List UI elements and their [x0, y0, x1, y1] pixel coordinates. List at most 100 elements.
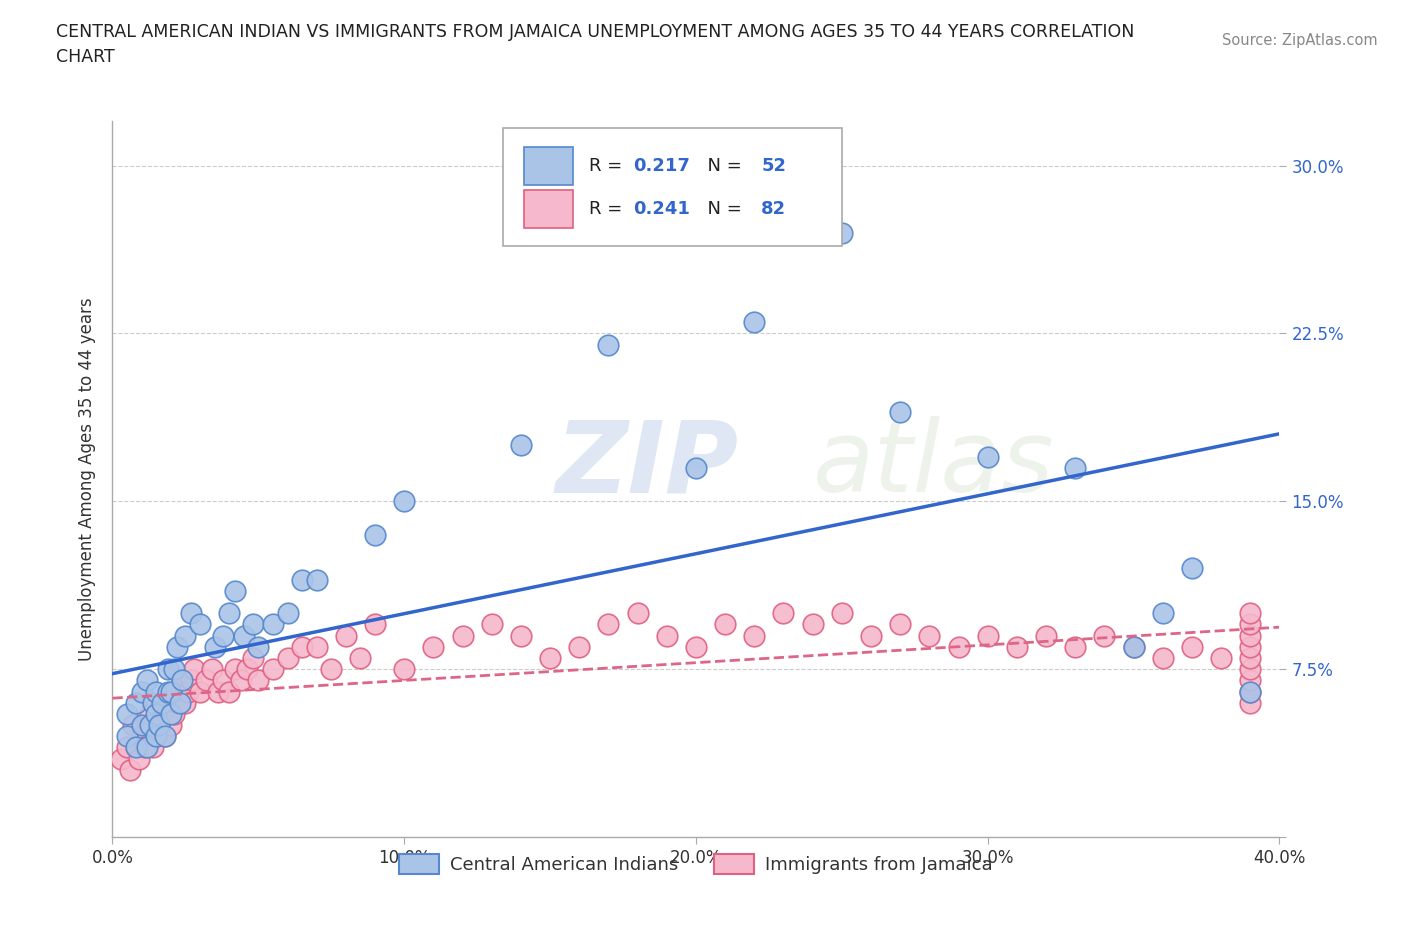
Point — [247, 639, 270, 654]
Point — [1239, 617, 1261, 631]
Point — [163, 662, 186, 677]
Point — [172, 673, 194, 688]
Point — [232, 628, 254, 643]
Point — [509, 438, 531, 453]
Point — [364, 527, 387, 542]
Point — [1239, 662, 1261, 677]
Point — [180, 673, 202, 688]
Point — [481, 617, 503, 631]
Point — [118, 763, 141, 777]
Point — [136, 673, 159, 688]
Point — [276, 605, 298, 620]
Text: N =: N = — [696, 200, 748, 218]
Point — [305, 639, 328, 654]
Text: 0.241: 0.241 — [633, 200, 690, 218]
Point — [142, 740, 165, 755]
Point — [568, 639, 591, 654]
Point — [183, 662, 205, 677]
Point — [177, 684, 200, 699]
Point — [948, 639, 970, 654]
Point — [134, 740, 156, 755]
Point — [598, 617, 620, 631]
Point — [1035, 628, 1057, 643]
Point — [166, 696, 188, 711]
Point — [1122, 639, 1144, 654]
FancyBboxPatch shape — [503, 128, 842, 246]
Point — [321, 662, 343, 677]
Text: N =: N = — [696, 157, 748, 175]
Point — [235, 662, 257, 677]
Text: CENTRAL AMERICAN INDIAN VS IMMIGRANTS FROM JAMAICA UNEMPLOYMENT AMONG AGES 35 TO: CENTRAL AMERICAN INDIAN VS IMMIGRANTS FR… — [56, 23, 1135, 66]
Point — [1239, 673, 1261, 688]
Point — [1122, 639, 1144, 654]
Point — [1209, 651, 1232, 666]
Point — [349, 651, 371, 666]
Point — [145, 684, 167, 699]
Y-axis label: Unemployment Among Ages 35 to 44 years: Unemployment Among Ages 35 to 44 years — [77, 298, 96, 660]
Point — [831, 225, 853, 240]
Point — [125, 696, 148, 711]
Point — [153, 729, 176, 744]
Point — [1064, 460, 1087, 475]
Point — [125, 740, 148, 755]
Point — [422, 639, 444, 654]
Point — [655, 628, 678, 643]
Point — [139, 718, 162, 733]
Point — [174, 696, 197, 711]
Point — [160, 718, 183, 733]
Point — [394, 494, 416, 509]
Point — [1239, 639, 1261, 654]
Point — [131, 718, 153, 733]
Point — [145, 707, 167, 722]
Point — [142, 696, 165, 711]
Point — [139, 707, 162, 722]
Point — [742, 315, 765, 330]
Text: 82: 82 — [761, 200, 786, 218]
Point — [115, 729, 138, 744]
Point — [218, 684, 240, 699]
Point — [976, 449, 998, 464]
Text: R =: R = — [589, 157, 627, 175]
Point — [394, 662, 416, 677]
Point — [145, 729, 167, 744]
Point — [451, 628, 474, 643]
Point — [714, 617, 737, 631]
Point — [160, 707, 183, 722]
Point — [212, 673, 235, 688]
Point — [772, 605, 794, 620]
Point — [262, 617, 284, 631]
Point — [229, 673, 252, 688]
Point — [242, 617, 264, 631]
Point — [188, 617, 211, 631]
Point — [627, 605, 650, 620]
Point — [218, 605, 240, 620]
Point — [538, 651, 561, 666]
Point — [207, 684, 229, 699]
Point — [115, 740, 138, 755]
Point — [136, 740, 159, 755]
Point — [172, 673, 194, 688]
FancyBboxPatch shape — [524, 191, 574, 228]
Point — [291, 639, 314, 654]
Point — [156, 684, 179, 699]
Point — [204, 639, 226, 654]
Point — [262, 662, 284, 677]
Text: 0.217: 0.217 — [633, 157, 690, 175]
Text: atlas: atlas — [813, 416, 1054, 513]
Point — [122, 718, 145, 733]
Legend: Central American Indians, Immigrants from Jamaica: Central American Indians, Immigrants fro… — [392, 846, 1000, 882]
Point — [291, 572, 314, 587]
Point — [174, 628, 197, 643]
Point — [335, 628, 357, 643]
Point — [742, 628, 765, 643]
Point — [247, 673, 270, 688]
Point — [224, 583, 246, 598]
Point — [1239, 628, 1261, 643]
Point — [976, 628, 998, 643]
Point — [889, 405, 911, 419]
Point — [131, 729, 153, 744]
Point — [509, 628, 531, 643]
Point — [801, 617, 824, 631]
Point — [180, 605, 202, 620]
Point — [128, 751, 150, 766]
